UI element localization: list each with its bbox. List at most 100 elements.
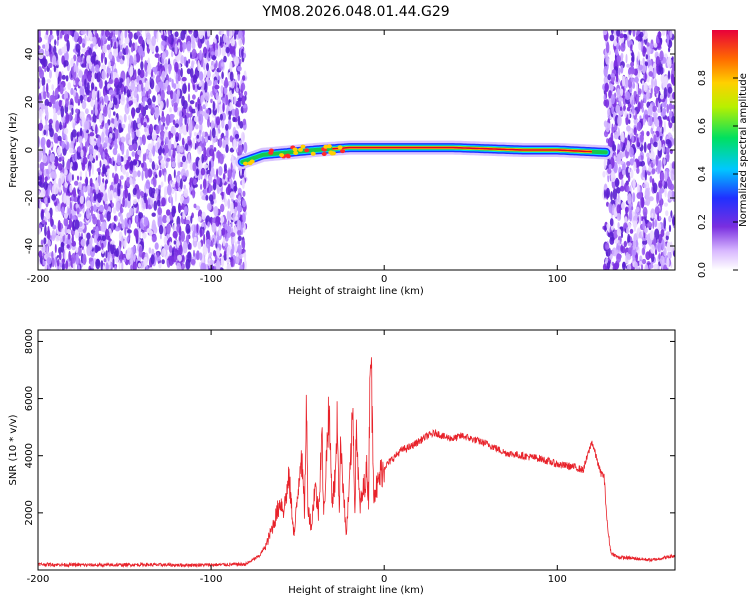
noise-blob <box>108 89 114 96</box>
noise-blob <box>652 117 654 122</box>
noise-blob <box>226 231 231 238</box>
noise-blob <box>145 104 149 111</box>
noise-blob <box>636 137 639 147</box>
noise-blob <box>642 57 645 65</box>
noise-blob <box>665 235 669 241</box>
noise-blob <box>664 170 668 182</box>
noise-blob <box>102 43 108 54</box>
noise-blob <box>155 45 159 53</box>
noise-blob <box>163 35 168 41</box>
noise-blob <box>165 113 171 126</box>
noise-blob <box>667 70 671 80</box>
noise-blob <box>135 52 141 63</box>
noise-blob <box>126 96 129 109</box>
noise-blob <box>653 66 657 79</box>
noise-blob <box>44 221 48 226</box>
noise-blob <box>660 171 665 182</box>
noise-blob <box>646 152 650 158</box>
noise-blob <box>106 72 109 79</box>
noise-blob <box>119 59 125 65</box>
noise-blob <box>238 38 243 47</box>
noise-blob <box>161 40 166 46</box>
noise-blob <box>59 32 63 39</box>
top-x-axis-label: Height of straight line (km) <box>288 286 424 297</box>
noise-blob <box>616 187 621 194</box>
noise-blob <box>137 262 142 268</box>
noise-blob <box>237 73 241 81</box>
noise-blob <box>192 74 198 84</box>
noise-blob <box>69 147 74 154</box>
noise-blob <box>194 116 199 123</box>
noise-blob <box>157 93 161 105</box>
noise-blob <box>671 191 675 202</box>
noise-blob <box>221 62 224 67</box>
noise-blob <box>654 206 660 215</box>
noise-blob <box>645 54 648 60</box>
noise-blob <box>241 48 244 58</box>
noise-blob <box>173 169 176 179</box>
noise-blob <box>171 181 175 188</box>
noise-blob <box>67 233 71 241</box>
noise-blob <box>188 105 192 113</box>
noise-blob <box>169 114 175 119</box>
noise-blob <box>237 220 242 231</box>
noise-blob <box>237 144 243 156</box>
noise-blob <box>90 207 93 217</box>
noise-blob <box>208 52 211 58</box>
noise-blob <box>63 127 69 135</box>
noise-blob <box>77 56 82 63</box>
noise-blob <box>212 182 217 191</box>
band-hotspot <box>298 147 303 152</box>
noise-blob <box>227 220 230 227</box>
noise-blob <box>95 258 101 270</box>
colorbar-tick-label: 0.0 <box>697 262 708 278</box>
noise-blob <box>192 187 195 199</box>
noise-blob <box>132 160 138 166</box>
noise-blob <box>51 229 56 242</box>
noise-blob <box>50 53 53 63</box>
noise-blob <box>70 87 74 96</box>
noise-blob <box>71 174 74 181</box>
noise-blob <box>53 183 59 195</box>
noise-blob <box>613 39 617 47</box>
noise-blob <box>169 77 172 83</box>
noise-blob <box>183 188 189 198</box>
noise-blob <box>86 30 89 37</box>
noise-blob <box>168 63 172 75</box>
noise-blob <box>213 206 219 217</box>
noise-blob <box>113 97 118 106</box>
noise-blob <box>56 30 60 37</box>
noise-blob <box>49 69 52 79</box>
noise-blob <box>109 184 114 192</box>
noise-blob <box>603 65 608 78</box>
noise-blob <box>101 242 104 250</box>
noise-blob <box>168 147 172 157</box>
band-hotspot <box>293 151 299 155</box>
noise-blob <box>630 77 634 82</box>
noise-blob <box>210 241 214 247</box>
noise-blob <box>630 44 633 52</box>
band-hotspot <box>337 145 343 150</box>
noise-scatter <box>38 30 675 270</box>
noise-blob <box>186 68 191 75</box>
top-y-axis-label: Frequency (Hz) <box>8 112 19 188</box>
noise-blob <box>156 141 160 150</box>
noise-blob <box>638 64 643 71</box>
noise-blob <box>623 30 627 33</box>
noise-blob <box>223 55 227 63</box>
noise-blob <box>120 175 124 180</box>
noise-blob <box>65 134 68 146</box>
noise-blob <box>41 245 46 251</box>
noise-blob <box>236 87 239 93</box>
noise-blob <box>84 132 88 142</box>
noise-blob <box>646 131 650 137</box>
noise-blob <box>198 30 204 40</box>
colorbar-tick-label: 0.2 <box>697 214 708 230</box>
noise-blob <box>73 31 78 43</box>
noise-blob <box>100 260 104 270</box>
noise-blob <box>143 216 149 226</box>
noise-blob <box>203 164 209 169</box>
noise-blob <box>77 227 83 233</box>
bottom-x-tick-label: -200 <box>27 574 50 585</box>
